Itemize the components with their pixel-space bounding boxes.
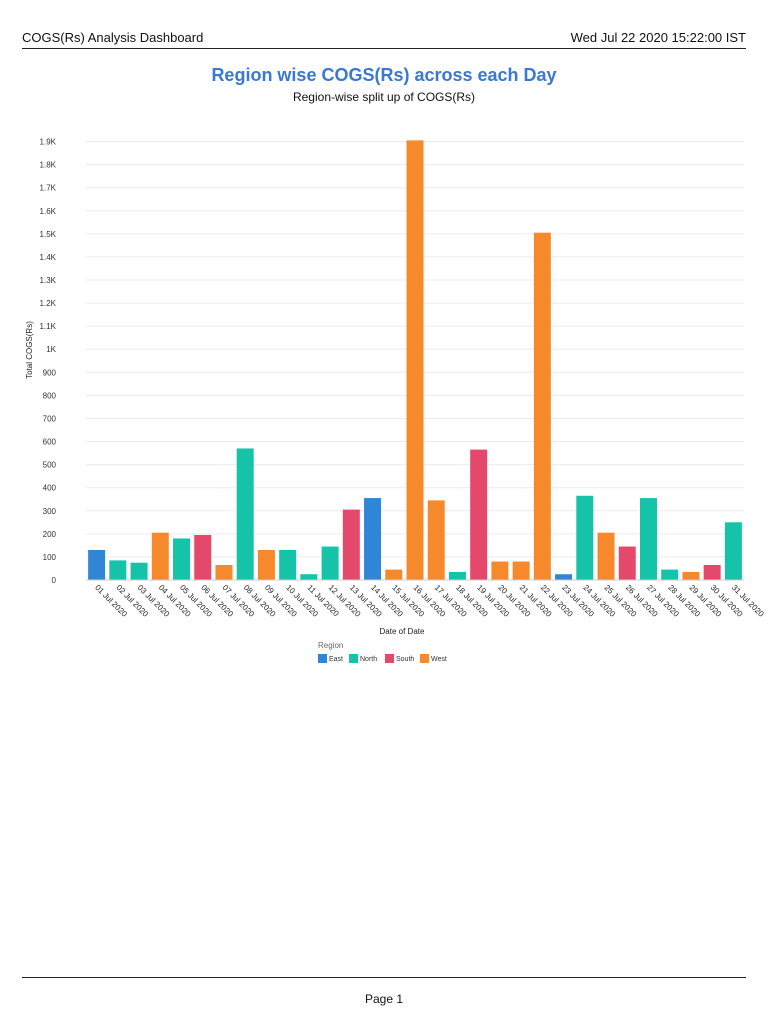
chart-title: Region wise COGS(Rs) across each Day (211, 65, 557, 85)
bar-north (109, 560, 127, 580)
bar-south (618, 546, 636, 580)
header-divider (22, 48, 746, 49)
page-number: Page 1 (364, 992, 404, 1006)
y-tick-label: 100 (43, 553, 57, 562)
chart-legend: East North South West (318, 654, 447, 663)
bar-west (427, 500, 445, 580)
report-header: COGS(Rs) Analysis Dashboard Wed Jul 22 2… (22, 30, 746, 48)
y-tick-label: 200 (43, 530, 57, 539)
y-tick-label: 1.6K (40, 207, 57, 216)
y-tick-label: 900 (43, 368, 57, 377)
bar-west (406, 140, 424, 580)
chart-bars (88, 140, 742, 580)
x-axis-label: Date of Date (380, 627, 425, 636)
bar-north (724, 522, 742, 580)
legend-label-east: East (329, 656, 343, 663)
bar-west (257, 550, 275, 580)
y-tick-label: 700 (43, 414, 57, 423)
legend-title: Region (318, 641, 343, 650)
bar-west (151, 532, 169, 580)
y-tick-label: 300 (43, 507, 57, 516)
y-tick-label: 0 (52, 576, 57, 585)
y-tick-label: 1.2K (40, 299, 57, 308)
bar-north (576, 495, 594, 580)
bar-west (215, 565, 233, 580)
bar-north (321, 546, 339, 580)
bar-west (512, 561, 530, 580)
bar-east (88, 550, 106, 580)
y-axis-label: Total COGS(Rs) (25, 321, 34, 379)
legend-swatch-north (349, 654, 358, 663)
legend-swatch-east (318, 654, 327, 663)
y-tick-label: 1.1K (40, 322, 57, 331)
bar-north (639, 498, 657, 580)
y-tick-label: 600 (43, 438, 57, 447)
legend-swatch-south (385, 654, 394, 663)
bar-south (470, 449, 488, 580)
y-tick-label: 1.3K (40, 276, 57, 285)
y-tick-label: 1.7K (40, 184, 57, 193)
legend-swatch-west (420, 654, 429, 663)
report-timestamp: Wed Jul 22 2020 15:22:00 IST (570, 30, 746, 45)
bar-west (385, 569, 403, 580)
bar-north (130, 562, 148, 580)
bar-south (703, 565, 721, 580)
bar-south (342, 509, 360, 580)
dashboard-title: COGS(Rs) Analysis Dashboard (22, 30, 204, 45)
y-tick-label: 1K (46, 345, 56, 354)
bar-west (533, 232, 551, 580)
y-tick-label: 800 (43, 391, 57, 400)
bar-north (236, 448, 254, 580)
chart-subtitle: Region-wise split up of COGS(Rs) (292, 90, 476, 104)
bar-south (194, 535, 212, 580)
bar-north (300, 574, 318, 580)
bar-north (448, 571, 466, 580)
bar-east (364, 498, 382, 580)
bar-west (491, 561, 509, 580)
y-tick-label: 400 (43, 484, 57, 493)
bar-north (661, 569, 679, 580)
bar-west (682, 571, 700, 580)
y-tick-label: 500 (43, 461, 57, 470)
bar-chart: 0 100 200 300 400 500 600 700 800 900 1K 1.1K 1.2K 1.… (25, 138, 766, 663)
footer-divider (22, 977, 746, 978)
y-tick-label: 1.8K (40, 161, 57, 170)
bar-west (597, 532, 615, 580)
legend-label-west: West (431, 656, 447, 663)
bar-east (555, 574, 573, 580)
bar-north (279, 550, 297, 580)
bar-north (173, 538, 191, 580)
y-tick-label: 1.5K (40, 230, 57, 239)
y-axis-ticks: 0 100 200 300 400 500 600 700 800 900 1K 1.1K 1.2K 1.… (40, 138, 57, 585)
legend-label-north: North (360, 656, 377, 663)
legend-label-south: South (396, 656, 414, 663)
y-tick-label: 1.9K (40, 138, 57, 147)
y-tick-label: 1.4K (40, 253, 57, 262)
